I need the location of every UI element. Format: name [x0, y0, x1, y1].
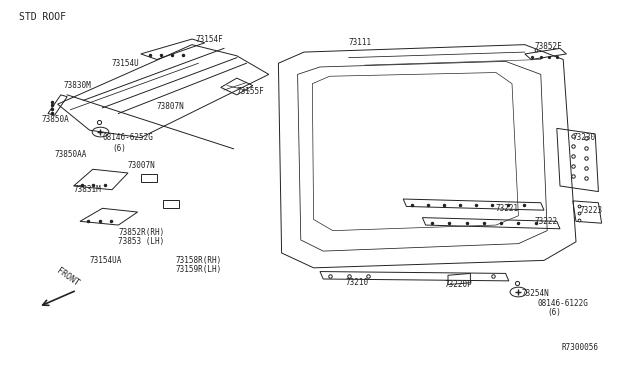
Text: 73111: 73111: [349, 38, 372, 47]
Text: 73807N: 73807N: [157, 102, 184, 110]
Bar: [141, 174, 157, 182]
Text: 08146-6252G: 08146-6252G: [102, 133, 153, 142]
Text: 73154UA: 73154UA: [90, 256, 122, 265]
Text: 73831M: 73831M: [74, 185, 101, 194]
Text: 73852R(RH): 73852R(RH): [118, 228, 164, 237]
Text: 73222: 73222: [534, 217, 557, 226]
Text: 73155F: 73155F: [237, 87, 264, 96]
Text: 73230: 73230: [573, 133, 596, 142]
Text: 73853 (LH): 73853 (LH): [118, 237, 164, 246]
Text: 08146-6122G: 08146-6122G: [538, 299, 588, 308]
Text: 73154U: 73154U: [112, 59, 140, 68]
Bar: [163, 200, 179, 208]
Text: 73158R(RH): 73158R(RH): [176, 256, 222, 265]
Text: 73223: 73223: [579, 206, 602, 215]
Text: 73254N: 73254N: [522, 289, 549, 298]
Text: R7300056: R7300056: [561, 343, 598, 352]
Text: 73850A: 73850A: [42, 115, 69, 124]
Text: 73007N: 73007N: [128, 161, 156, 170]
Text: 73850AA: 73850AA: [54, 150, 87, 159]
Text: 73159R(LH): 73159R(LH): [176, 265, 222, 274]
Text: 73154F: 73154F: [195, 35, 223, 44]
Text: 73830M: 73830M: [64, 81, 92, 90]
Text: STD ROOF: STD ROOF: [19, 12, 66, 22]
Text: (6): (6): [547, 308, 561, 317]
Text: 73210: 73210: [346, 278, 369, 287]
Text: 73852F: 73852F: [534, 42, 562, 51]
Text: (6): (6): [112, 144, 126, 153]
Text: 73220P: 73220P: [445, 280, 472, 289]
Text: FRONT: FRONT: [54, 267, 80, 288]
Text: 73221: 73221: [496, 204, 519, 213]
